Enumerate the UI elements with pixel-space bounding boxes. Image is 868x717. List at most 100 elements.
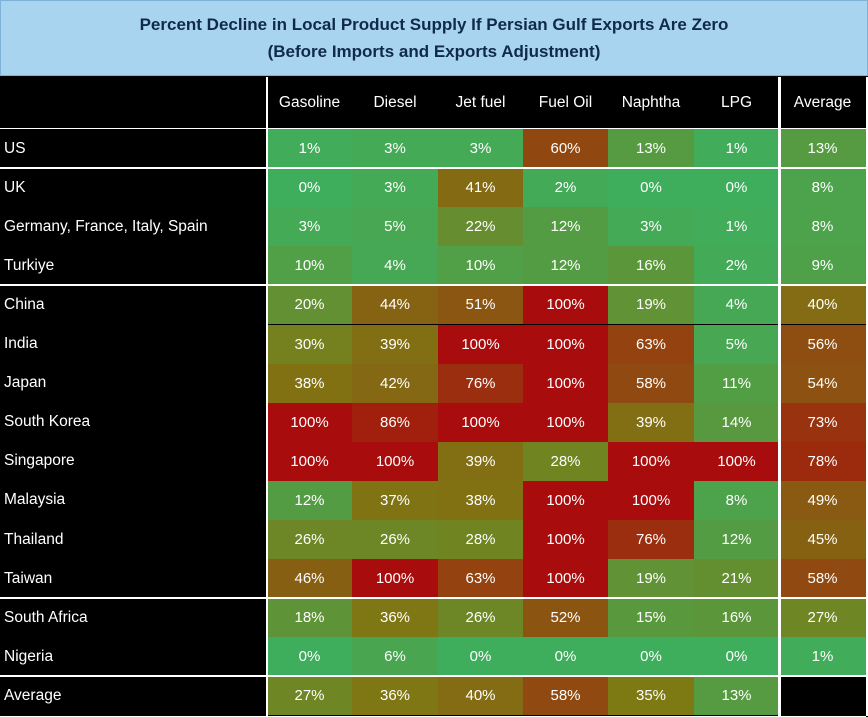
column-header-naphtha: Naphtha: [621, 93, 681, 111]
table-cell: 26%: [267, 520, 352, 560]
column-header-jet-fuel: Jet fuel: [455, 93, 506, 111]
table-cell: 12%: [523, 207, 608, 247]
table-cell: 51%: [438, 285, 523, 325]
label-column-divider: [266, 77, 268, 716]
table-cell: 1%: [694, 129, 779, 169]
table-bottom-border: [0, 715, 866, 717]
table-cell: 36%: [352, 598, 438, 638]
table-cell: 28%: [523, 441, 608, 481]
row-label-us: US: [4, 139, 26, 157]
row-label-turkiye: Turkiye: [4, 256, 55, 274]
table-cell: 6%: [352, 637, 438, 677]
table-cell: 3%: [352, 168, 438, 208]
table-cell: 100%: [523, 402, 608, 442]
table-cell: 100%: [523, 480, 608, 520]
table-cell: 2%: [523, 168, 608, 208]
table-cell: 100%: [523, 520, 608, 560]
table-cell: 28%: [438, 520, 523, 560]
row-label-south-korea: South Korea: [4, 413, 91, 431]
table-cell: 49%: [779, 480, 866, 520]
table-cell: 40%: [779, 285, 866, 325]
table-right-border: [866, 77, 868, 716]
table-cell: 26%: [352, 520, 438, 560]
table-cell: 9%: [779, 246, 866, 286]
table-cell: 100%: [352, 559, 438, 599]
row-label-india: India: [4, 335, 38, 353]
row-label-south-africa: South Africa: [4, 608, 88, 626]
table-cell: 60%: [523, 129, 608, 169]
table-cell: 0%: [608, 637, 694, 677]
section-divider: [0, 284, 866, 286]
table-cell: 26%: [438, 598, 523, 638]
table-cell: 0%: [267, 637, 352, 677]
table-cell: 100%: [523, 363, 608, 403]
row-label-singapore: Singapore: [4, 452, 75, 470]
row-label-average: Average: [4, 686, 62, 704]
column-header-average: Average: [793, 93, 852, 111]
table-cell: 0%: [438, 637, 523, 677]
table-cell: 12%: [694, 520, 779, 560]
table-cell: 58%: [779, 559, 866, 599]
table-cell: 13%: [694, 676, 779, 716]
table-cell: 1%: [694, 207, 779, 247]
table-cell: 19%: [608, 559, 694, 599]
column-header-gasoline: Gasoline: [278, 93, 341, 111]
table-cell: 37%: [352, 480, 438, 520]
table-cell: 76%: [608, 520, 694, 560]
table-cell: 35%: [608, 676, 694, 716]
table-cell: 40%: [438, 676, 523, 716]
table-cell: 46%: [267, 559, 352, 599]
table-cell: [779, 676, 866, 716]
table-cell: 3%: [608, 207, 694, 247]
table-cell: 39%: [608, 402, 694, 442]
table-cell: 0%: [608, 168, 694, 208]
table-cell: 45%: [779, 520, 866, 560]
table-cell: 100%: [608, 480, 694, 520]
table-cell: 18%: [267, 598, 352, 638]
chart-title: Percent Decline in Local Product Supply …: [0, 0, 868, 76]
table-cell: 39%: [438, 441, 523, 481]
table-cell: 22%: [438, 207, 523, 247]
table-cell: 100%: [352, 441, 438, 481]
row-label-japan: Japan: [4, 374, 47, 392]
table-cell: 3%: [438, 129, 523, 169]
table-cell: 100%: [438, 324, 523, 364]
table-cell: 30%: [267, 324, 352, 364]
average-column-divider-left: [778, 77, 780, 716]
section-divider: [0, 597, 866, 599]
table-cell: 1%: [267, 129, 352, 169]
table-cell: 8%: [694, 480, 779, 520]
table-cell: 12%: [267, 480, 352, 520]
table-cell: 100%: [267, 402, 352, 442]
table-cell: 36%: [352, 676, 438, 716]
table-cell: 63%: [438, 559, 523, 599]
table-cell: 14%: [694, 402, 779, 442]
section-divider: [0, 167, 866, 169]
table-cell: 11%: [694, 363, 779, 403]
table-cell: 76%: [438, 363, 523, 403]
table-cell: 5%: [352, 207, 438, 247]
column-header-lpg: LPG: [720, 93, 752, 111]
table-cell: 73%: [779, 402, 866, 442]
table-cell: 0%: [694, 637, 779, 677]
table-cell: 21%: [694, 559, 779, 599]
table-cell: 3%: [352, 129, 438, 169]
table-cell: 27%: [267, 676, 352, 716]
table-cell: 0%: [694, 168, 779, 208]
table-cell: 100%: [438, 402, 523, 442]
table-cell: 15%: [608, 598, 694, 638]
table-cell: 4%: [694, 285, 779, 325]
table-cell: 41%: [438, 168, 523, 208]
table-cell: 44%: [352, 285, 438, 325]
table-cell: 78%: [779, 441, 866, 481]
table-cell: 10%: [438, 246, 523, 286]
table-cell: 16%: [608, 246, 694, 286]
table-cell: 0%: [267, 168, 352, 208]
row-label-uk: UK: [4, 178, 26, 196]
title-line-1: Percent Decline in Local Product Supply …: [139, 15, 729, 34]
table-cell: 63%: [608, 324, 694, 364]
table-cell: 5%: [694, 324, 779, 364]
table-cell: 100%: [523, 285, 608, 325]
table-cell: 19%: [608, 285, 694, 325]
